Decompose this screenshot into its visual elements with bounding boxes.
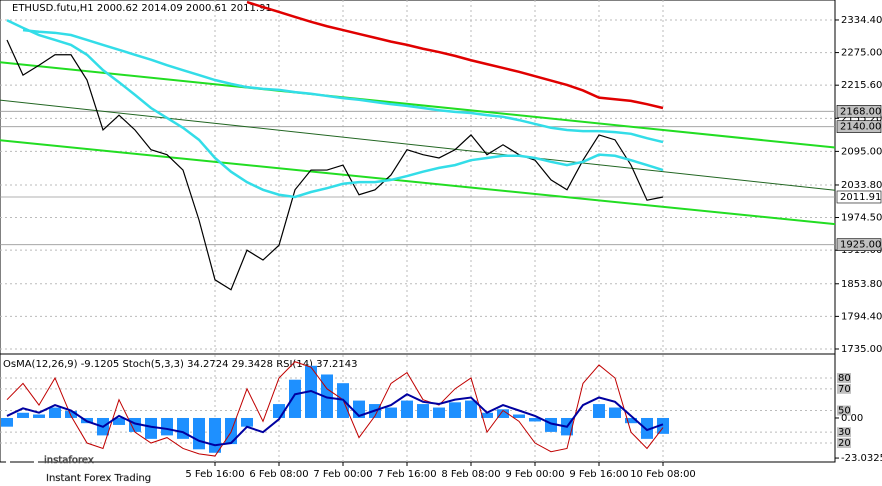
x-tick-label: 7 Feb 00:00 xyxy=(313,469,372,480)
y-tick-label: 80 xyxy=(838,373,851,384)
watermark-tagline: Instant Forex Trading xyxy=(46,473,151,484)
y2-tick-label: -23.0325 xyxy=(841,453,882,464)
y-tick-label: 2095.00 xyxy=(841,146,882,157)
price-label: 2168.00 xyxy=(840,106,881,117)
tick-label-box xyxy=(837,427,851,438)
osma-bar xyxy=(65,411,77,418)
osma-bar xyxy=(241,417,253,427)
y-tick-label: 2033.80 xyxy=(841,180,882,191)
osma-bar xyxy=(289,379,301,418)
x-tick-label: 10 Feb 08:00 xyxy=(630,469,696,480)
watermark-logo xyxy=(6,446,38,478)
osma-bar xyxy=(177,417,189,439)
watermark: instaforex Instant Forex Trading xyxy=(6,446,151,484)
x-tick-label: 8 Feb 08:00 xyxy=(441,469,500,480)
moving-average xyxy=(22,28,664,144)
price-label-box xyxy=(836,120,882,133)
price-label: 1925.00 xyxy=(840,240,881,251)
y-tick-label: 1735.00 xyxy=(841,344,882,355)
osma-bar xyxy=(641,417,653,439)
y-tick-label: 20 xyxy=(838,438,851,449)
osma-bar xyxy=(161,417,173,436)
y-tick-label: 70 xyxy=(838,384,851,395)
x-tick-label: 7 Feb 16:00 xyxy=(377,469,436,480)
y2-tick-label: 0.00 xyxy=(841,413,863,424)
osma-bar xyxy=(657,417,669,434)
y-tick-label: 2334.40 xyxy=(841,15,882,26)
y-tick-label: 1974.50 xyxy=(841,213,882,224)
osma-bar xyxy=(593,404,605,418)
indicator-line xyxy=(6,361,664,457)
moving-average xyxy=(6,19,664,199)
y-tick-label: 30 xyxy=(838,427,851,438)
osma-bar xyxy=(33,414,45,418)
osma-bar xyxy=(625,417,637,424)
plot-frame xyxy=(0,0,836,463)
x-tick-label: 9 Feb 00:00 xyxy=(505,469,564,480)
osma-bar xyxy=(529,417,541,422)
moving-average xyxy=(246,0,664,110)
y-tick-label: 1853.80 xyxy=(841,279,882,290)
trendline xyxy=(0,139,836,226)
y-tick-label: 1794.40 xyxy=(841,311,882,322)
osma-bar xyxy=(401,400,413,418)
y-tick-label: 2215.60 xyxy=(841,80,882,91)
osma-bar xyxy=(113,417,125,425)
x-tick-label: 9 Feb 16:00 xyxy=(569,469,628,480)
indicator-title: OsMA(12,26,9) -9.1205 Stoch(5,3,3) 34.27… xyxy=(3,359,358,370)
osma-bar xyxy=(513,414,525,418)
tick-label-box xyxy=(837,383,851,394)
price-label-box xyxy=(836,190,882,204)
tick-label-box xyxy=(837,372,851,383)
osma-bar xyxy=(465,400,477,418)
price-label-box xyxy=(836,105,882,118)
tick-label-box xyxy=(837,405,851,416)
chart-title: ETHUSD.futu,H1 2000.62 2014.09 2000.61 2… xyxy=(12,3,272,14)
osma-bar xyxy=(385,407,397,418)
y-tick-label: 50 xyxy=(838,406,851,417)
price-line xyxy=(6,39,664,291)
osma-bar xyxy=(145,417,157,439)
y-tick-label: 2155.20 xyxy=(841,113,882,124)
tick-label-box xyxy=(837,438,851,449)
trendline xyxy=(0,61,836,149)
osma-bar xyxy=(209,417,221,453)
x-tick-label: 6 Feb 08:00 xyxy=(249,469,308,480)
indicator-line xyxy=(6,389,664,447)
osma-bar xyxy=(193,417,205,450)
osma-bar xyxy=(17,412,29,418)
price-label: 2011.91 xyxy=(840,192,881,203)
osma-bar xyxy=(49,407,61,418)
y-tick-label: 2275.00 xyxy=(841,48,882,59)
osma-bar xyxy=(417,404,429,418)
price-label-box xyxy=(836,238,882,251)
trendline xyxy=(0,99,836,191)
osma-bar xyxy=(481,412,493,418)
x-tick-label: 5 Feb 16:00 xyxy=(185,469,244,480)
osma-bar xyxy=(609,407,621,418)
osma-bar xyxy=(449,402,461,418)
osma-bar xyxy=(497,409,509,418)
price-label: 2140.00 xyxy=(840,122,881,133)
osma-bar xyxy=(1,417,13,427)
watermark-brand: instaforex xyxy=(44,455,94,466)
osma-bar xyxy=(433,407,445,418)
